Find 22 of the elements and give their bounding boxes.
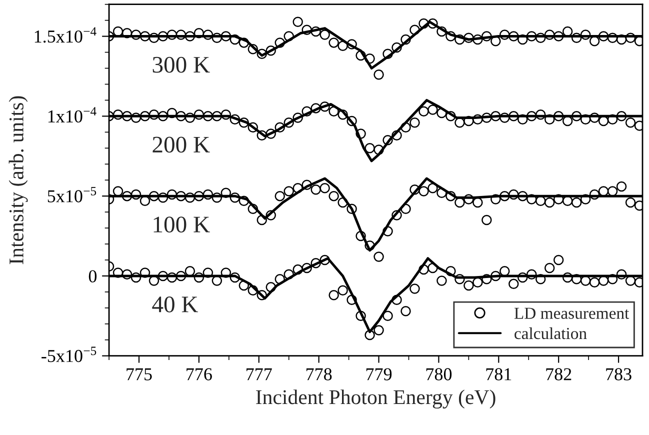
annotation: 300 K <box>152 56 210 73</box>
x-tick-label: 779 <box>366 368 392 380</box>
x-tick-label: 778 <box>306 368 332 380</box>
x-tick-label: 781 <box>486 368 512 380</box>
x-tick-label: 782 <box>546 368 572 380</box>
y-tick-label: 1x10$^{−4}$ <box>48 107 96 123</box>
x-tick-label: 777 <box>246 368 272 380</box>
x-tick-label: 776 <box>186 368 212 380</box>
y-tick-label: 0 <box>88 270 97 282</box>
y-tick-label: 1.5x10$^{−4}$ <box>34 27 96 43</box>
y-axis-title: Intensity (arb. units) <box>8 96 28 264</box>
x-tick-label: 783 <box>606 368 632 380</box>
annotation: 100 K <box>154 216 210 233</box>
y-tick-label: -5x10$^{−5}$ <box>42 346 96 362</box>
x-axis-title: Incident Photon Energy (eV) <box>256 390 496 409</box>
x-tick-label: 775 <box>126 368 152 380</box>
x-tick-label: 780 <box>426 368 452 380</box>
legend-label: LD measurement <box>514 308 630 319</box>
y-tick-label: 5x10$^{−5}$ <box>48 186 96 202</box>
legend-label: calculation <box>514 327 587 340</box>
annotation: 200 K <box>152 136 210 153</box>
annotation: 40 K <box>152 296 198 312</box>
